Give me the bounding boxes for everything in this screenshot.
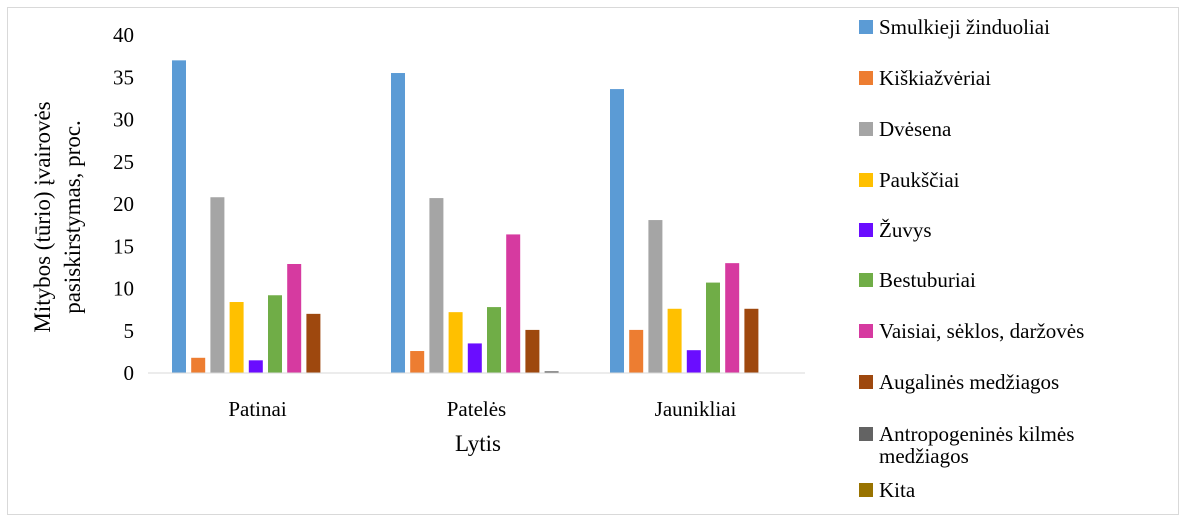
bar	[629, 329, 644, 373]
legend-label: Antropogeninės kilmės medžiagos	[879, 422, 1075, 468]
bar	[429, 198, 444, 373]
bar	[467, 343, 482, 373]
legend-label: Žuvys	[879, 218, 932, 242]
legend-item: Antropogeninės kilmės medžiagos	[859, 423, 1169, 467]
x-tick-label: Patinai	[228, 397, 286, 421]
legend-swatch	[859, 427, 873, 441]
legend-item: Smulkieji žinduoliai	[859, 16, 1169, 38]
chart-frame	[7, 7, 1179, 515]
bar	[725, 263, 740, 373]
bar	[172, 60, 186, 373]
bar	[544, 371, 559, 373]
bar	[686, 350, 701, 373]
bar	[248, 360, 263, 373]
legend-label: Kita	[879, 478, 916, 502]
bar	[667, 308, 682, 373]
legend-swatch	[859, 324, 873, 338]
y-tick-label: 40	[113, 23, 134, 47]
legend-label: Kiškiažvėriai	[879, 66, 991, 90]
y-axis-title: Mitybos (tūrio) įvairovės pasiskirstymas…	[30, 101, 85, 332]
legend-swatch	[859, 483, 873, 497]
y-tick-label: 35	[113, 65, 134, 89]
x-tick-label: Jaunikliai	[655, 397, 737, 421]
legend-label: Vaisiai, sėklos, daržovės	[879, 319, 1085, 343]
legend-swatch	[859, 20, 873, 34]
legend-item: Bestuburiai	[859, 269, 1169, 291]
legend-item: Dvėsena	[859, 118, 1169, 140]
bar	[648, 220, 663, 373]
legend-swatch	[859, 223, 873, 237]
legend-swatch	[859, 173, 873, 187]
bar	[229, 302, 244, 373]
y-tick-label: 20	[113, 192, 134, 216]
legend-label: Paukščiai	[879, 168, 960, 192]
bar	[306, 313, 321, 373]
y-tick-labels: 0 5 10 15 20 25 30 35 40	[113, 23, 134, 385]
bar	[210, 197, 225, 373]
legend-item: Vaisiai, sėklos, daržovės	[859, 320, 1169, 342]
legend-swatch	[859, 273, 873, 287]
bar	[610, 89, 624, 373]
legend-label: Augalinės medžiagos	[879, 370, 1060, 394]
y-tick-label: 25	[113, 150, 134, 174]
y-tick-label: 15	[113, 234, 134, 258]
bar	[410, 351, 425, 373]
y-axis-title-line-2: pasiskirstymas, proc.	[60, 120, 85, 314]
y-tick-label: 5	[124, 319, 135, 343]
legend-label: Smulkieji žinduoliai	[879, 15, 1050, 39]
x-tick-label: Patelės	[447, 397, 506, 421]
bar	[487, 307, 501, 373]
bar	[287, 263, 302, 373]
bar	[391, 73, 405, 374]
bar	[706, 282, 720, 373]
y-tick-label: 0	[124, 361, 135, 385]
legend-item: Kiškiažvėriai	[859, 67, 1169, 89]
legend-label: Bestuburiai	[879, 268, 976, 292]
legend-swatch	[859, 375, 873, 389]
bar	[268, 295, 282, 373]
bar	[448, 312, 463, 373]
bar	[744, 308, 759, 373]
legend-item: Žuvys	[859, 219, 1169, 241]
legend-swatch	[859, 71, 873, 85]
bar	[506, 234, 521, 373]
legend-swatch	[859, 122, 873, 136]
x-axis-title: Lytis	[455, 431, 501, 456]
legend-item: Augalinės medžiagos	[859, 371, 1169, 393]
bars	[172, 60, 759, 374]
bar	[191, 357, 206, 373]
y-tick-label: 30	[113, 108, 134, 132]
y-axis-title-line-1: Mitybos (tūrio) įvairovės	[30, 101, 55, 332]
legend-item: Paukščiai	[859, 169, 1169, 191]
legend-item: Kita	[859, 479, 1169, 501]
x-tick-labels: Patinai Patelės Jaunikliai	[228, 397, 736, 421]
bar	[525, 329, 540, 373]
legend-label: Dvėsena	[879, 117, 952, 141]
y-tick-label: 10	[113, 277, 134, 301]
